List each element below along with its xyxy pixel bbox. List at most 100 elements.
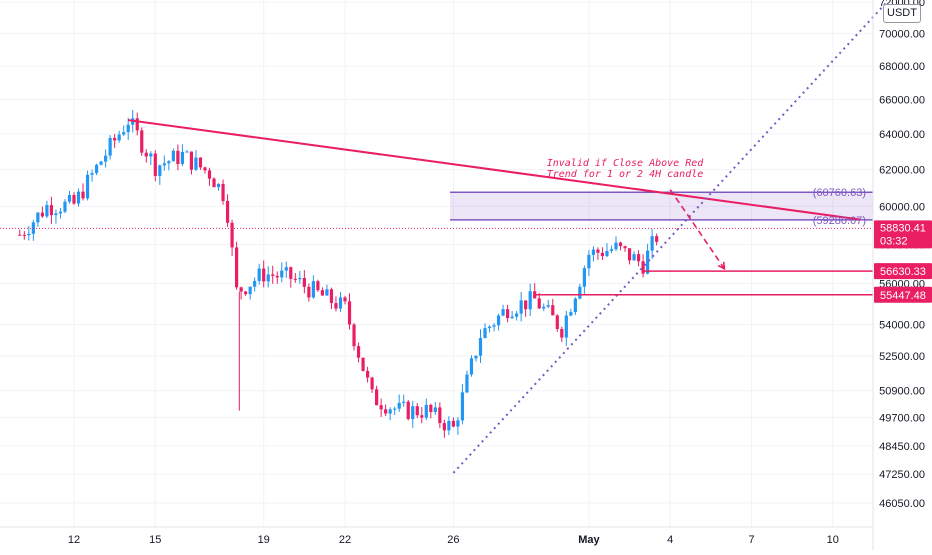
candle-body bbox=[189, 151, 194, 170]
candle-body bbox=[117, 134, 121, 141]
candle-body bbox=[537, 298, 541, 309]
candle-body bbox=[248, 286, 252, 295]
candle-body bbox=[257, 268, 261, 281]
price-tick-label: 49700.00 bbox=[879, 412, 925, 424]
time-tick-label: 10 bbox=[827, 534, 839, 546]
candle-body bbox=[329, 289, 334, 304]
candle-body bbox=[429, 404, 433, 412]
candle-body bbox=[266, 274, 270, 282]
candle-body bbox=[447, 420, 451, 431]
candle-body bbox=[63, 201, 67, 212]
current-price-badge bbox=[874, 220, 932, 249]
price-tick-label: 54000.00 bbox=[879, 319, 925, 331]
price-tick-label: 47250.00 bbox=[879, 469, 925, 481]
candle-body bbox=[212, 178, 216, 188]
candle-body bbox=[406, 401, 410, 420]
candle-body bbox=[27, 233, 31, 236]
candle-body bbox=[591, 249, 596, 255]
candle-body bbox=[280, 270, 284, 278]
candle-body bbox=[388, 409, 392, 414]
time-tick-label: 26 bbox=[447, 534, 459, 546]
candle-body bbox=[149, 153, 153, 157]
zone-top-label: (60760.63) bbox=[813, 187, 866, 199]
candle-body bbox=[415, 406, 419, 416]
price-tick-label: 60000.00 bbox=[879, 201, 925, 213]
price-tick-label: 68000.00 bbox=[879, 61, 925, 73]
candle-body bbox=[54, 213, 58, 216]
resistance-zone-group bbox=[450, 191, 873, 221]
invalidation-note: Invalid if Close Above Red Trend for 1 o… bbox=[540, 158, 710, 180]
target-1-badge bbox=[874, 263, 932, 280]
candle-body bbox=[506, 309, 510, 319]
candle-body bbox=[108, 137, 112, 156]
candle-body bbox=[555, 315, 559, 329]
candle-body bbox=[641, 261, 645, 274]
price-tick-label: 64000.00 bbox=[879, 129, 925, 141]
candle-body bbox=[81, 191, 85, 199]
candle-body bbox=[140, 130, 144, 153]
candle-body bbox=[194, 157, 198, 170]
candle-body bbox=[569, 312, 573, 316]
candle-body bbox=[216, 183, 221, 188]
candle-body bbox=[510, 316, 514, 319]
time-tick-label: 7 bbox=[748, 534, 754, 546]
countdown-label: 03:32 bbox=[880, 235, 908, 247]
candle-body bbox=[474, 355, 478, 359]
candle-body bbox=[22, 234, 26, 236]
target-2-label: 55447.48 bbox=[880, 290, 926, 302]
candle-body bbox=[442, 423, 446, 431]
target-2-badge bbox=[874, 286, 932, 303]
candle-body bbox=[375, 389, 379, 406]
price-tick-label: 48450.00 bbox=[879, 441, 925, 453]
candle-body bbox=[501, 309, 505, 316]
projection-arrow-head bbox=[717, 261, 726, 271]
candle-body bbox=[564, 315, 568, 338]
price-tick-label: 62000.00 bbox=[879, 165, 925, 177]
time-tick-label: 22 bbox=[339, 534, 351, 546]
candle-body bbox=[451, 420, 455, 427]
candle-body bbox=[623, 246, 627, 249]
candle-body bbox=[655, 236, 659, 242]
candle-body bbox=[85, 174, 90, 199]
candle-body bbox=[239, 287, 243, 292]
candle-body bbox=[402, 401, 406, 403]
candle-body bbox=[632, 254, 636, 261]
target-1-label: 56630.33 bbox=[880, 266, 926, 278]
candle-body bbox=[185, 151, 189, 153]
candle-body bbox=[18, 234, 22, 236]
invalidation-note-line-2: Trend for 1 or 2 4H candle bbox=[546, 169, 704, 180]
candle-body bbox=[320, 290, 325, 296]
candle-body bbox=[393, 408, 397, 410]
candle-body bbox=[646, 250, 650, 274]
candle-body bbox=[627, 248, 632, 261]
candle-body bbox=[420, 415, 424, 418]
candle-body bbox=[334, 303, 338, 309]
candle-body bbox=[605, 250, 609, 257]
currency-badge[interactable]: USDT bbox=[883, 4, 921, 23]
candle-body bbox=[456, 420, 460, 427]
candle-body bbox=[253, 280, 257, 287]
candle-body bbox=[465, 374, 469, 393]
candle-body bbox=[614, 242, 618, 250]
candle-body bbox=[560, 328, 564, 338]
candle-body bbox=[433, 407, 437, 412]
candle-body bbox=[424, 404, 428, 418]
candle-body bbox=[519, 300, 523, 314]
projection-arrow bbox=[669, 189, 726, 270]
drawings-group bbox=[0, 1, 888, 474]
candles-group bbox=[18, 110, 659, 438]
candle-body bbox=[58, 211, 63, 214]
candle-body bbox=[492, 325, 496, 327]
candle-body bbox=[542, 306, 546, 309]
candle-body bbox=[515, 313, 519, 317]
candle-body bbox=[221, 183, 225, 201]
price-tick-label: 70000.00 bbox=[879, 29, 925, 41]
candle-body bbox=[94, 164, 99, 174]
candle-body bbox=[524, 300, 528, 310]
candle-body bbox=[49, 205, 54, 216]
candle-body bbox=[135, 118, 139, 131]
candle-body bbox=[72, 195, 76, 204]
price-tick-label: 52500.00 bbox=[879, 351, 925, 363]
